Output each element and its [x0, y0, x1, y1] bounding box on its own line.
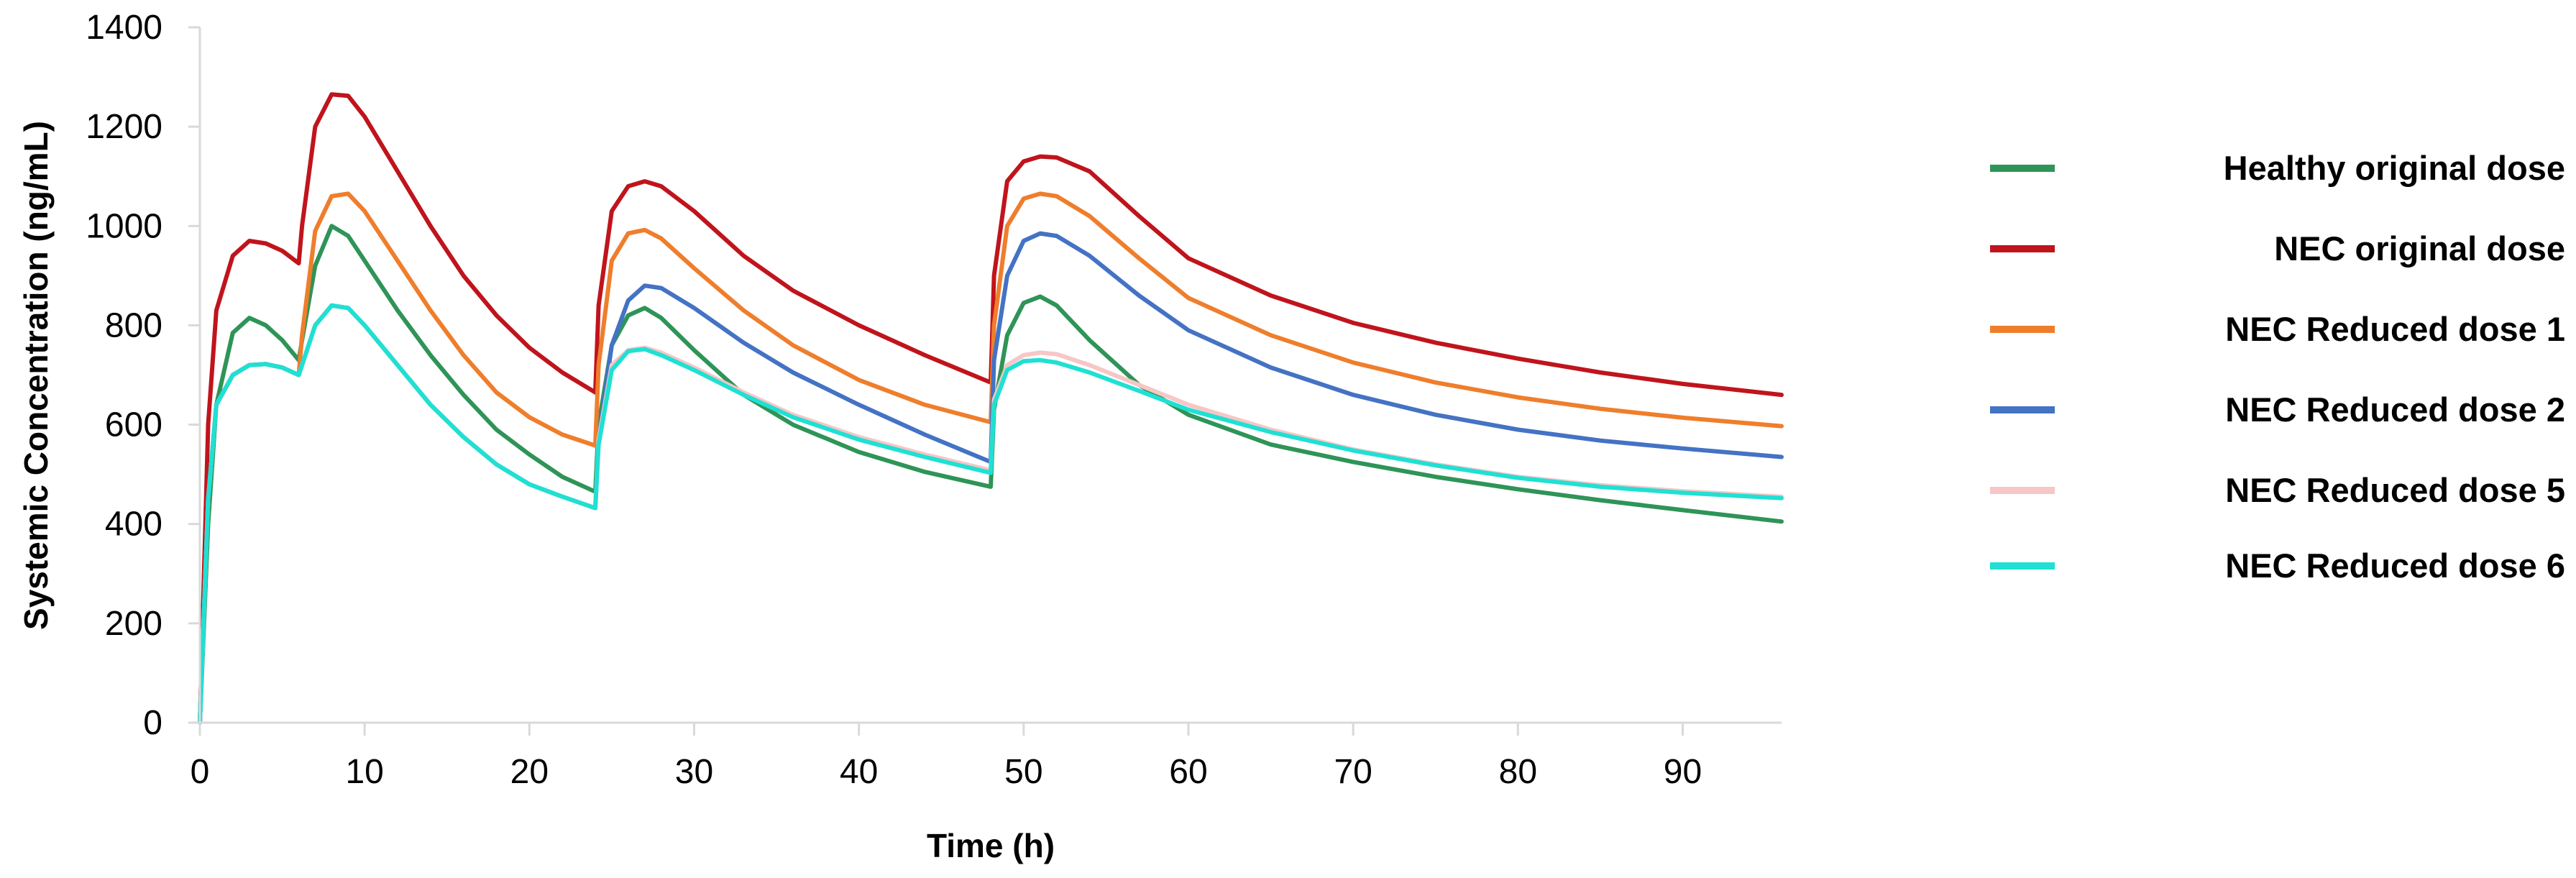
x-tick-label: 90 — [1664, 753, 1702, 791]
x-tick-label: 50 — [1004, 753, 1042, 791]
series-line-3 — [198, 191, 1784, 725]
series-line-2 — [198, 92, 1784, 725]
y-ticks: 0 200 400 600 800 1000 1200 1400 — [86, 9, 200, 742]
y-tick-label: 1000 — [86, 207, 162, 245]
x-tick-label: 10 — [345, 753, 383, 791]
y-tick-label: 0 — [143, 704, 162, 742]
y-tick-label: 200 — [105, 605, 162, 643]
legend-label: NEC original dose — [2274, 229, 2565, 267]
x-tick-label: 30 — [675, 753, 713, 791]
x-tick-label: 60 — [1169, 753, 1207, 791]
y-tick-label: 800 — [105, 306, 162, 344]
legend-label: NEC Reduced dose 6 — [2225, 547, 2565, 585]
series-line-6 — [198, 303, 1784, 725]
legend-label: Healthy original dose — [2224, 149, 2565, 187]
x-ticks: 0 10 20 30 40 50 60 70 80 90 — [191, 723, 1702, 791]
y-tick-label: 600 — [105, 406, 162, 444]
series-lines — [198, 92, 1784, 725]
x-axis-title: Time (h) — [927, 827, 1055, 864]
x-tick-label: 70 — [1334, 753, 1372, 791]
x-tick-label: 40 — [840, 753, 878, 791]
x-tick-label: 80 — [1499, 753, 1537, 791]
legend-label: NEC Reduced dose 1 — [2225, 310, 2565, 348]
legend-label: NEC Reduced dose 5 — [2225, 471, 2565, 509]
y-tick-label: 1200 — [86, 108, 162, 146]
y-tick-label: 1400 — [86, 9, 162, 47]
legend: Healthy original dose NEC original dose NE… — [1990, 149, 2565, 585]
legend-label: NEC Reduced dose 2 — [2225, 390, 2565, 429]
y-tick-label: 400 — [105, 506, 162, 544]
y-axis-title: Systemic Concentration (ng/mL) — [17, 121, 55, 630]
x-tick-label: 20 — [510, 753, 549, 791]
x-tick-label: 0 — [191, 753, 210, 791]
